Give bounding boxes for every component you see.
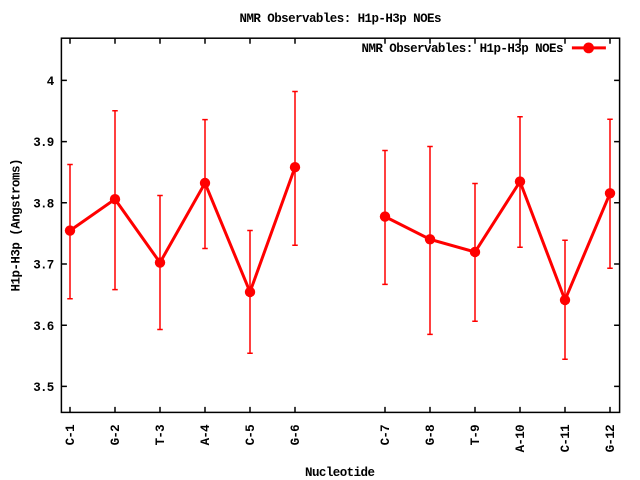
svg-text:C-1: C-1	[64, 424, 78, 445]
svg-text:C-5: C-5	[244, 424, 258, 445]
svg-text:3.9: 3.9	[33, 136, 54, 150]
svg-text:G-8: G-8	[424, 424, 438, 445]
svg-text:3.6: 3.6	[33, 320, 54, 334]
svg-text:T-9: T-9	[469, 424, 483, 445]
svg-text:T-3: T-3	[154, 424, 168, 445]
svg-text:3.7: 3.7	[33, 259, 54, 273]
svg-text:A-10: A-10	[514, 424, 528, 452]
svg-text:Nucleotide: Nucleotide	[305, 466, 375, 480]
svg-text:NMR Observables: H1p-H3p NOEs: NMR Observables: H1p-H3p NOEs	[240, 12, 442, 26]
svg-text:3.8: 3.8	[33, 197, 54, 211]
svg-text:A-4: A-4	[199, 424, 213, 445]
svg-text:C-7: C-7	[379, 424, 393, 445]
svg-text:G-6: G-6	[289, 424, 303, 445]
svg-text:H1p-H3p (Angstroms): H1p-H3p (Angstroms)	[10, 159, 24, 292]
svg-text:G-12: G-12	[604, 424, 618, 452]
svg-text:3.5: 3.5	[33, 381, 54, 395]
svg-text:4: 4	[47, 75, 55, 89]
svg-text:C-11: C-11	[559, 424, 573, 452]
svg-text:G-2: G-2	[109, 424, 123, 445]
svg-text:NMR Observables: H1p-H3p NOEs: NMR Observables: H1p-H3p NOEs	[362, 42, 564, 56]
